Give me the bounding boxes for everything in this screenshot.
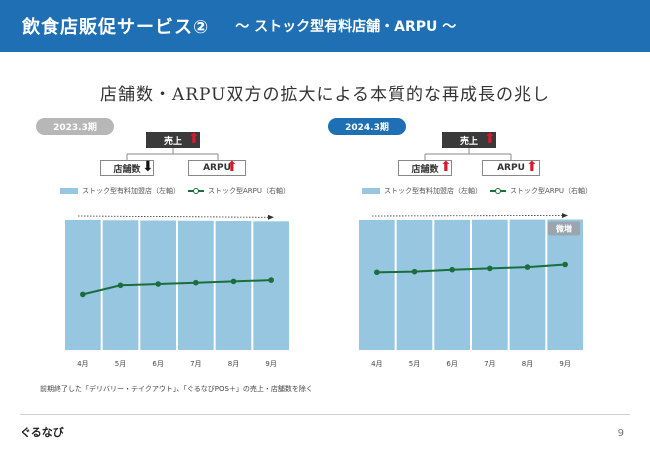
x-tick-label: 5月: [115, 360, 126, 368]
arpu-point: [562, 261, 568, 268]
chart-2024: 4月 5月 6月 7月 8月 9月 微増: [359, 212, 583, 368]
bar: [434, 219, 470, 350]
stores-up-arrow-icon: ⬆: [440, 159, 452, 175]
stores-box: 店舗数: [398, 160, 452, 176]
sales-up-arrow-icon: ⬆: [188, 131, 200, 147]
bar: [396, 220, 433, 350]
legend: ストック型有料加盟店（左軸） ストック型ARPU（右軸）: [60, 186, 290, 196]
x-tick-label: 5月: [409, 360, 420, 368]
arpu-line: [376, 263, 566, 274]
arpu-point: [411, 268, 418, 275]
bar: [509, 219, 546, 350]
x-tick-label: 4月: [77, 360, 88, 368]
legend-bar-label: ストック型有料加盟店（左軸）: [82, 187, 180, 195]
legend: ストック型有料加盟店（左軸） ストック型ARPU（右軸）: [362, 186, 592, 196]
tree-connector: [424, 148, 512, 160]
stores-down-arrow-icon: ⬇: [142, 159, 154, 175]
arpu-point: [268, 277, 274, 283]
legend-line-swatch: [188, 188, 204, 194]
trend-arrowhead: [562, 212, 568, 218]
annotation-badge: [548, 221, 580, 236]
arpu-point: [117, 282, 124, 289]
arpu-point: [230, 278, 237, 285]
trend-line: [371, 215, 563, 217]
x-tick-label: 9月: [265, 360, 276, 368]
x-tick-label: 9月: [559, 360, 570, 368]
bar: [359, 220, 395, 350]
sales-up-arrow-icon: ⬆: [484, 131, 496, 147]
page-subtitle: ～ ストック型有料店舗・ARPU ～: [235, 19, 457, 35]
x-tick-label: 7月: [484, 360, 495, 368]
arpu-box: ARPU: [188, 160, 246, 176]
arpu-point: [80, 291, 86, 298]
bar: [547, 219, 583, 350]
x-tick-label: 6月: [152, 360, 163, 368]
annotation-label: 微増: [555, 223, 572, 233]
trend-arrowhead: [268, 214, 274, 220]
arpu-up-arrow-icon: ⬆: [226, 159, 238, 175]
arpu-line: [82, 279, 272, 296]
sales-box: 売上: [146, 132, 200, 148]
x-tick-label: 8月: [228, 360, 239, 368]
bar: [215, 221, 252, 350]
legend-bar-label: ストック型有料加盟店（左軸）: [384, 187, 482, 195]
legend-line-swatch: [490, 188, 506, 194]
bar: [65, 220, 101, 350]
header-bar: 飲食店販促サービス② ～ ストック型有料店舗・ARPU ～: [0, 0, 650, 52]
bar: [253, 221, 289, 350]
footnote: 前期終了した「デリバリー・テイクアウト」、「ぐるなびPOS＋」の売上・店舗数を除…: [40, 385, 313, 393]
x-tick-label: 7月: [190, 360, 201, 368]
arpu-up-arrow-icon: ⬆: [526, 159, 538, 175]
x-tick-label: 8月: [522, 360, 533, 368]
legend-line-label: ストック型ARPU（右軸）: [510, 187, 592, 195]
x-tick-label: 4月: [371, 360, 382, 368]
trend-line: [77, 215, 269, 218]
arpu-point: [374, 269, 380, 276]
legend-bar-swatch: [362, 188, 380, 194]
stores-box: 店舗数: [100, 160, 154, 176]
lead-message: 店舗数・ARPU双方の拡大による本質的な再成長の兆し: [99, 85, 551, 105]
page-title: 飲食店販促サービス②: [22, 17, 210, 38]
arpu-point: [193, 279, 199, 286]
sales-box: 売上: [442, 132, 496, 148]
arpu-point: [524, 264, 531, 270]
page-number: 9: [617, 428, 624, 439]
tree-connector: [126, 148, 219, 160]
arpu-point: [155, 281, 161, 287]
bar: [472, 219, 508, 350]
legend-line-label: ストック型ARPU（右軸）: [208, 187, 290, 195]
period-badge-2024: 2024.3期: [328, 118, 406, 135]
logo: ぐるなび: [20, 426, 64, 439]
arpu-box: ARPU: [482, 160, 540, 176]
x-tick-label: 6月: [446, 360, 457, 368]
legend-bar-swatch: [60, 188, 78, 194]
footer-divider: [20, 414, 630, 415]
chart-2023: 4月 5月 6月 7月 8月 9月: [65, 214, 289, 368]
period-badge-2023: 2023.3期: [36, 118, 114, 135]
arpu-point: [487, 265, 493, 272]
arpu-point: [449, 266, 455, 273]
